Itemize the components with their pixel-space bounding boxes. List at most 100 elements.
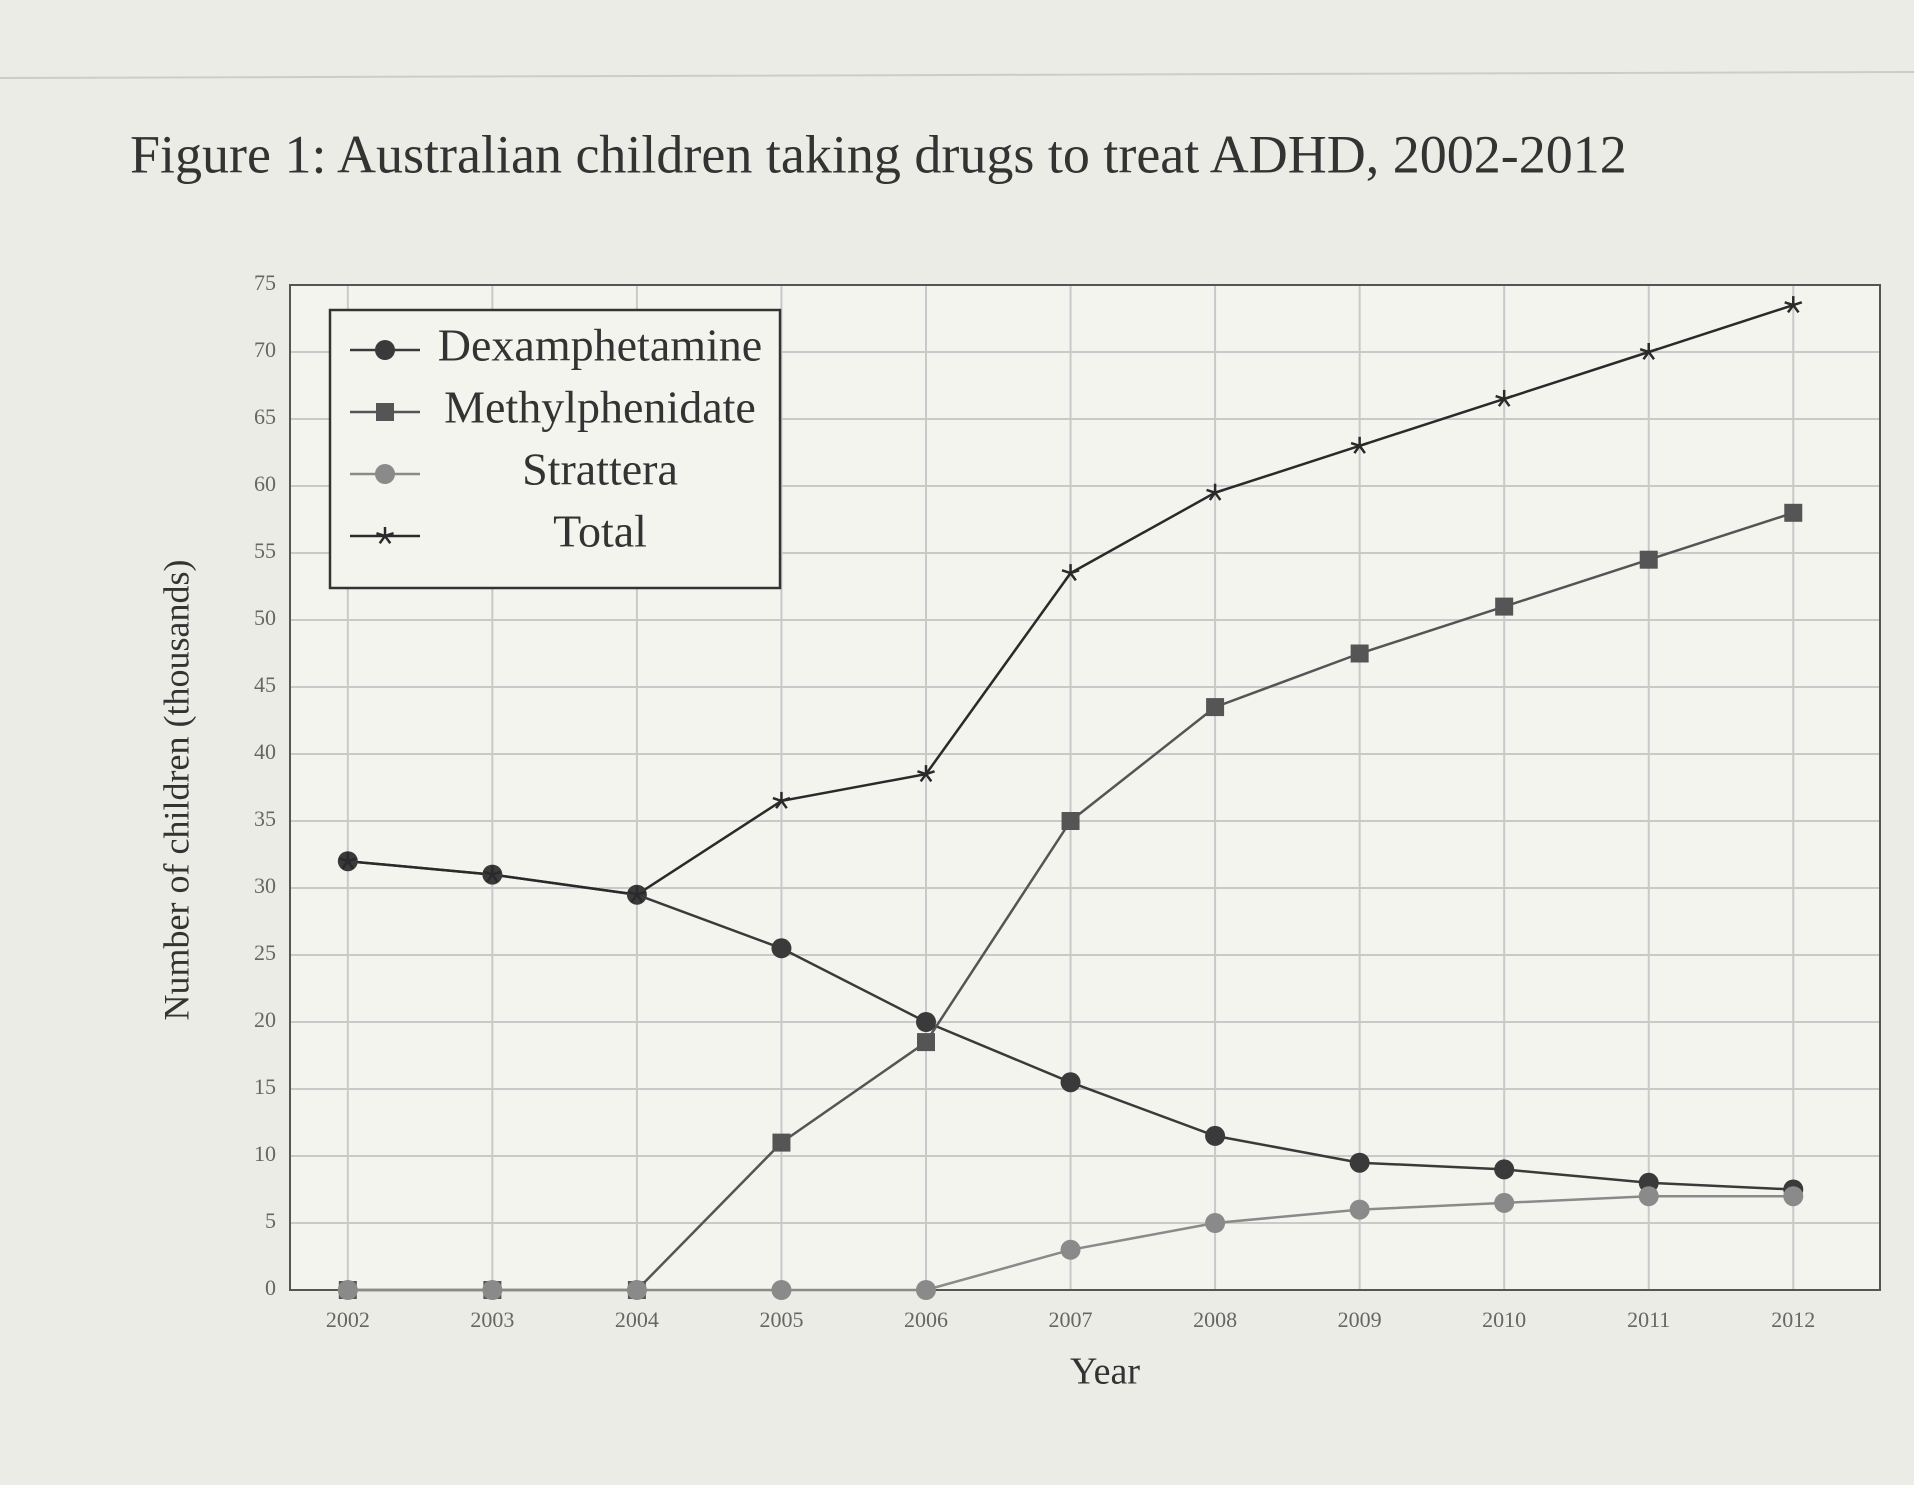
x-tick-label: 2010 — [1482, 1307, 1526, 1332]
x-tick-label: 2005 — [759, 1307, 803, 1332]
marker-arm — [1784, 301, 1794, 307]
marker-arm — [1792, 304, 1800, 314]
marker-arm — [1792, 301, 1803, 307]
chart-title: Figure 1: Australian children taking dru… — [130, 124, 1627, 184]
marker — [626, 1280, 647, 1300]
marker — [483, 865, 502, 883]
marker-arm — [1648, 348, 1658, 354]
marker-arm — [1350, 441, 1361, 447]
marker-arm — [1786, 304, 1795, 314]
marker-arm — [1642, 351, 1650, 361]
marker — [1495, 597, 1514, 616]
marker-arm — [1070, 569, 1080, 575]
marker-arm — [635, 893, 644, 903]
plot-frame — [289, 284, 1881, 1291]
marker-arm — [924, 773, 933, 783]
marker — [1783, 1186, 1804, 1207]
marker — [1060, 1239, 1081, 1260]
marker — [482, 1280, 503, 1300]
marker-arm — [1214, 488, 1225, 494]
x-axis-label: Year — [1070, 1351, 1140, 1393]
y-tick-label: 30 — [254, 873, 276, 898]
marker — [917, 765, 935, 783]
marker-arm — [917, 770, 927, 776]
marker — [771, 938, 792, 959]
marker-arm — [346, 860, 355, 870]
marker — [627, 885, 646, 903]
marker-arm — [1647, 351, 1656, 361]
x-tick-label: 2012 — [1771, 1307, 1815, 1332]
marker-arm — [925, 770, 935, 776]
marker — [376, 403, 394, 421]
marker — [916, 1280, 936, 1300]
x-tick-label: 2004 — [615, 1307, 659, 1332]
marker-arm — [1503, 398, 1511, 407]
marker — [1494, 1159, 1515, 1180]
marker — [1494, 1192, 1515, 1213]
marker-arm — [630, 893, 638, 903]
legend-label: Total — [553, 506, 647, 557]
y-tick-label: 35 — [254, 806, 276, 831]
marker-arm — [780, 800, 788, 809]
legend-label: Dexamphetamine — [438, 320, 762, 371]
marker-arm — [383, 535, 392, 545]
marker-arm — [1208, 491, 1217, 501]
y-tick-label: 25 — [254, 940, 276, 965]
marker-arm — [1353, 445, 1361, 454]
marker — [1206, 483, 1225, 501]
marker-arm — [919, 773, 928, 783]
y-axis-label: Number of children (thousands) — [156, 560, 196, 1021]
marker — [917, 1033, 935, 1052]
marker — [1205, 1125, 1226, 1146]
marker — [1784, 296, 1803, 314]
legend-box — [328, 308, 782, 590]
y-tick-label: 15 — [254, 1074, 276, 1099]
y-tick-label: 20 — [254, 1007, 276, 1032]
y-tick-label: 75 — [254, 270, 276, 295]
legend: Dexamphetamine Methylphenidate Strattera To… — [328, 308, 782, 590]
marker — [1205, 1213, 1226, 1233]
plot-area: 0 5 10 15 20 25 30 35 40 45 50 55 60 65 70 75 2002 2003 20… — [254, 270, 1881, 1332]
marker-arm — [1061, 569, 1071, 575]
x-tick-label: 2007 — [1049, 1307, 1093, 1332]
marker-arm — [1495, 394, 1505, 401]
marker-arm — [491, 870, 502, 876]
marker-arm — [1358, 445, 1366, 454]
marker — [772, 791, 791, 809]
marker — [1061, 812, 1080, 830]
marker — [1639, 550, 1658, 569]
y-tick-label: 55 — [254, 538, 276, 563]
marker-arm — [483, 870, 493, 876]
toolbar-divider — [0, 71, 1914, 79]
marker — [1060, 1072, 1081, 1093]
marker — [1350, 644, 1369, 663]
y-tick-label: 50 — [254, 605, 276, 630]
marker-arm — [341, 860, 349, 870]
marker-arm — [1069, 572, 1077, 582]
y-tick-label: 45 — [254, 672, 276, 697]
marker-arm — [1359, 441, 1369, 447]
marker-arm — [1497, 398, 1506, 407]
y-tick-label: 5 — [265, 1208, 276, 1233]
marker-arm — [772, 796, 782, 803]
marker — [375, 464, 395, 484]
y-tick-label: 10 — [254, 1141, 276, 1166]
x-tick-label: 2003 — [470, 1307, 514, 1332]
marker-arm — [338, 857, 349, 863]
marker — [771, 1280, 792, 1300]
marker-arm — [486, 873, 494, 883]
y-tick-label: 0 — [265, 1275, 276, 1300]
marker-arm — [775, 800, 783, 809]
marker-arm — [384, 532, 394, 538]
marker — [338, 852, 357, 870]
marker — [1495, 389, 1514, 407]
marker-arm — [1503, 394, 1514, 401]
marker-arm — [378, 535, 387, 545]
legend-label: Methylphenidate — [444, 382, 756, 433]
marker-arm — [627, 890, 638, 896]
marker — [1350, 436, 1369, 454]
marker-arm — [347, 857, 357, 863]
marker-arm — [1206, 488, 1216, 494]
marker — [375, 340, 395, 360]
